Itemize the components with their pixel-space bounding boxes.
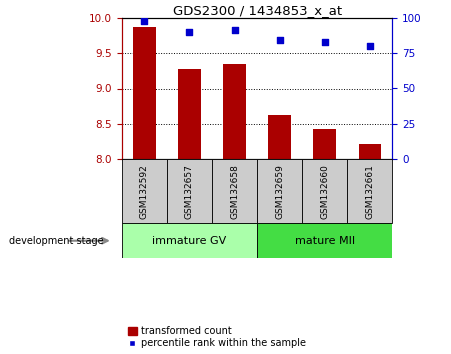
Text: GSM132660: GSM132660 [320, 164, 329, 219]
Bar [178, 69, 201, 159]
Bar [133, 27, 156, 159]
Bar [268, 115, 291, 159]
Text: GSM132658: GSM132658 [230, 164, 239, 219]
Bar [313, 129, 336, 159]
Point [231, 28, 238, 33]
Text: development stage: development stage [9, 236, 104, 246]
Text: GSM132659: GSM132659 [275, 164, 284, 219]
Point [186, 29, 193, 35]
Point [366, 43, 373, 49]
Bar [302, 159, 347, 223]
Bar [212, 159, 257, 223]
Bar [347, 159, 392, 223]
Text: mature MII: mature MII [295, 236, 355, 246]
Bar [122, 159, 167, 223]
Bar [359, 144, 381, 159]
Legend: transformed count, percentile rank within the sample: transformed count, percentile rank withi… [127, 325, 307, 349]
Bar [122, 223, 257, 258]
Text: GSM132657: GSM132657 [185, 164, 194, 219]
Bar [167, 159, 212, 223]
Point [321, 39, 328, 45]
Bar [223, 64, 246, 159]
Text: GSM132661: GSM132661 [365, 164, 374, 219]
Text: immature GV: immature GV [152, 236, 226, 246]
Title: GDS2300 / 1434853_x_at: GDS2300 / 1434853_x_at [173, 4, 342, 17]
Point [276, 38, 283, 43]
Text: GSM132592: GSM132592 [140, 164, 149, 218]
Point [141, 18, 148, 23]
Bar [257, 223, 392, 258]
Bar [257, 159, 302, 223]
